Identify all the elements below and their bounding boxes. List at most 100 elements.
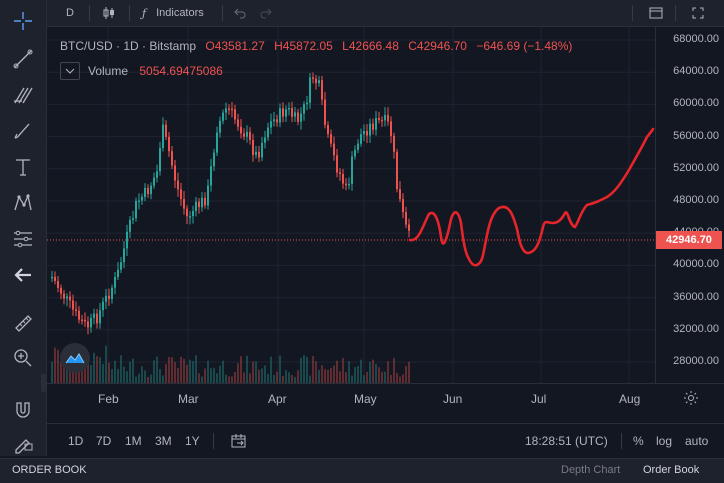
volume-bar — [330, 367, 332, 383]
ohlc-legend: BTC/USD · 1D · Bitstamp O43581.27 H45872… — [60, 39, 572, 53]
volume-bar — [261, 368, 263, 383]
candle-body — [207, 185, 209, 206]
candle-body — [360, 134, 362, 144]
candle-body — [192, 211, 194, 217]
volume-bar — [288, 372, 290, 383]
candle-style-icon[interactable] — [102, 0, 116, 26]
candle-body — [327, 124, 329, 135]
volume-bar — [387, 361, 389, 383]
brush-icon[interactable] — [7, 116, 39, 146]
candle-body — [108, 295, 110, 299]
volume-bar — [273, 375, 275, 383]
volume-bar — [93, 352, 95, 383]
time-axis[interactable]: Feb Mar Apr May Jun Jul Aug — [47, 383, 724, 412]
volume-bar — [327, 369, 329, 383]
candle-body — [300, 113, 302, 122]
range-1y-button[interactable]: 1Y — [185, 433, 200, 448]
candle-body — [237, 119, 239, 127]
candle-body — [84, 319, 86, 322]
candle-body — [162, 124, 164, 149]
volume-bar — [147, 376, 149, 383]
price-axis[interactable]: 68000.00 64000.00 60000.00 56000.00 52000.00… — [655, 27, 724, 383]
candle-body — [330, 134, 332, 144]
tradingview-logo-icon[interactable] — [60, 343, 90, 373]
hand-drawn-projection — [408, 127, 655, 267]
volume-bar — [390, 374, 392, 383]
time-tick-label: Feb — [98, 392, 119, 406]
candle-body — [381, 119, 383, 122]
pitchfork-icon[interactable] — [7, 80, 39, 110]
candle-body — [306, 102, 308, 105]
fib-retracement-icon[interactable] — [7, 224, 39, 254]
volume-bar — [186, 364, 188, 383]
chart-pane[interactable]: BTC/USD · 1D · Bitstamp O43581.27 H45872… — [47, 27, 655, 383]
indicators-button[interactable]: ƒ Indicators — [142, 0, 204, 26]
price-tick-label: 52000.00 — [673, 161, 719, 174]
volume-bar — [126, 371, 128, 383]
pattern-icon[interactable] — [7, 188, 39, 218]
order-book-header[interactable]: ORDER BOOK — [12, 464, 87, 476]
range-1m-button[interactable]: 1M — [125, 433, 142, 448]
settings-gear-icon[interactable] — [657, 384, 724, 412]
candle-body — [258, 151, 260, 158]
order-book-tab[interactable]: Order Book — [643, 464, 700, 476]
arrow-left-icon[interactable] — [7, 260, 39, 290]
crosshair-icon[interactable] — [7, 6, 39, 36]
log-toggle[interactable]: log — [656, 433, 673, 448]
candle-body — [408, 224, 410, 231]
candle-body — [75, 309, 77, 311]
chevron-down-icon[interactable] — [60, 62, 80, 80]
volume-bar — [240, 356, 242, 383]
volume-bar — [219, 365, 221, 383]
candle-body — [105, 295, 107, 302]
range-1d-button[interactable]: 1D — [68, 433, 84, 448]
percent-toggle[interactable]: % — [633, 433, 644, 448]
candle-body — [147, 187, 149, 195]
redo-icon[interactable] — [260, 0, 272, 26]
volume-bar — [282, 375, 284, 383]
volume-bar — [372, 359, 374, 383]
price-tick-label: 48000.00 — [673, 194, 719, 206]
volume-bar — [228, 376, 230, 383]
close-value: C42946.70 — [408, 39, 467, 53]
interval-button[interactable]: D — [66, 7, 74, 19]
candle-body — [204, 197, 206, 206]
candle-body — [222, 112, 224, 121]
volume-bar — [123, 366, 125, 383]
candle-body — [333, 143, 335, 156]
collapse-toolbar-handle[interactable] — [41, 374, 46, 392]
volume-bar — [285, 370, 287, 383]
volume-bar — [237, 363, 239, 383]
volume-bar — [267, 373, 269, 383]
ruler-icon[interactable] — [7, 308, 39, 338]
volume-bar — [195, 355, 197, 383]
range-7d-button[interactable]: 7D — [96, 433, 112, 448]
candle-body — [165, 124, 167, 137]
footer-tabs: ORDER BOOK Depth Chart Order Book — [0, 458, 724, 483]
utc-clock[interactable]: 18:28:51 (UTC) — [525, 433, 608, 448]
volume-bar — [345, 372, 347, 383]
text-icon[interactable] — [7, 152, 39, 182]
auto-toggle[interactable]: auto — [685, 433, 709, 448]
volume-bar — [120, 355, 122, 383]
candle-body — [201, 197, 203, 208]
candle-body — [399, 189, 401, 200]
go-to-date-icon[interactable] — [230, 424, 248, 457]
zoom-in-icon[interactable] — [7, 343, 39, 373]
candle-body — [57, 281, 59, 288]
fullscreen-icon[interactable] — [692, 0, 704, 26]
candle-body — [342, 174, 344, 184]
magnet-icon[interactable] — [7, 395, 39, 425]
volume-bar — [342, 357, 344, 383]
range-3m-button[interactable]: 3M — [155, 433, 172, 448]
volume-bar — [63, 356, 65, 383]
candle-body — [312, 77, 314, 79]
layout-icon[interactable] — [649, 0, 663, 26]
trend-line-icon[interactable] — [7, 44, 39, 74]
lock-drawing-icon[interactable] — [7, 428, 39, 458]
depth-chart-tab[interactable]: Depth Chart — [561, 464, 621, 476]
volume-bar — [159, 369, 161, 383]
candle-body — [114, 277, 116, 288]
undo-icon[interactable] — [234, 0, 246, 26]
candle-body — [255, 151, 257, 155]
